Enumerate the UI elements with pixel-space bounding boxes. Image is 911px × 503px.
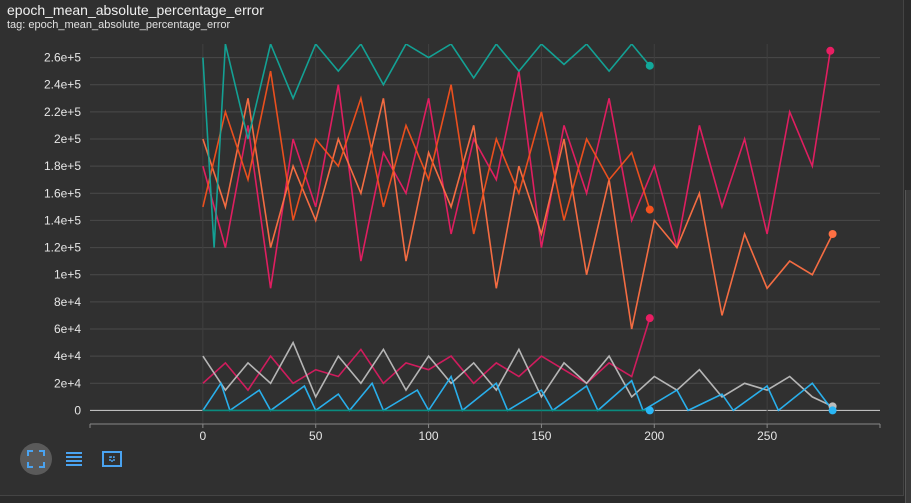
fit-domain-button[interactable] <box>20 443 52 475</box>
series-endpoints <box>645 46 837 415</box>
scalar-card: epoch_mean_absolute_percentage_error tag… <box>0 0 904 496</box>
y-axis-labels: 0 2e+4 4e+4 6e+4 8e+4 1e+5 1.2e+5 1.4e+5 1.6e+5 1… <box>44 51 81 418</box>
y-tick-label: 1e+5 <box>54 268 81 282</box>
y-tick-label: 4e+4 <box>54 349 81 363</box>
series-line <box>202 340 833 408</box>
y-tick-label: 2.6e+5 <box>44 51 81 65</box>
chart-toolbar <box>20 442 128 476</box>
series-line <box>202 98 834 330</box>
series-line <box>202 317 651 392</box>
y-tick-label: 1.2e+5 <box>44 241 81 255</box>
y-tick-label: 2.4e+5 <box>44 78 81 92</box>
x-tick-label: 250 <box>757 429 777 440</box>
x-tick-label: 200 <box>644 429 664 440</box>
chart-title: epoch_mean_absolute_percentage_error <box>7 2 264 18</box>
series-line <box>202 50 832 289</box>
scrollbar[interactable] <box>905 190 911 503</box>
fullscreen-icon <box>27 450 45 468</box>
series-endpoint-dot <box>828 406 837 415</box>
series-line <box>202 374 834 412</box>
grid-lines <box>89 44 881 428</box>
y-tick-label: 8e+4 <box>54 295 81 309</box>
y-tick-label: 0 <box>74 403 81 417</box>
chart-tag: tag: epoch_mean_absolute_percentage_erro… <box>7 19 231 31</box>
series-endpoint-dot <box>645 406 654 415</box>
y-tick-label: 1.4e+5 <box>44 213 81 227</box>
series-endpoint-dot <box>645 61 654 70</box>
list-icon <box>66 452 82 466</box>
y-tick-label: 2e+4 <box>54 376 81 390</box>
series-lines <box>202 44 834 412</box>
x-tick-label: 0 <box>200 429 207 440</box>
series-endpoint-dot <box>826 46 835 55</box>
x-tick-label: 50 <box>309 429 323 440</box>
y-tick-label: 1.8e+5 <box>44 159 81 173</box>
y-tick-label: 2e+5 <box>54 132 81 146</box>
select-region-button[interactable] <box>96 443 128 475</box>
y-tick-label: 6e+4 <box>54 322 81 336</box>
series-endpoint-dot <box>645 314 654 323</box>
x-axis-labels: 0 50 100 150 200 250 <box>200 429 778 440</box>
dashed-rect-icon <box>102 451 122 467</box>
series-line <box>202 70 651 235</box>
toggle-log-button[interactable] <box>58 443 90 475</box>
line-chart[interactable]: 0 2e+4 4e+4 6e+4 8e+4 1e+5 1.2e+5 1.4e+5 1.6e+5 1… <box>0 0 903 440</box>
series-endpoint-dot <box>828 230 837 238</box>
series-line <box>202 44 651 248</box>
x-tick-label: 100 <box>419 429 439 440</box>
series-endpoint-dot <box>645 205 654 214</box>
y-tick-label: 1.6e+5 <box>44 186 81 200</box>
x-tick-label: 150 <box>531 429 551 440</box>
y-tick-label: 2.2e+5 <box>44 105 81 119</box>
